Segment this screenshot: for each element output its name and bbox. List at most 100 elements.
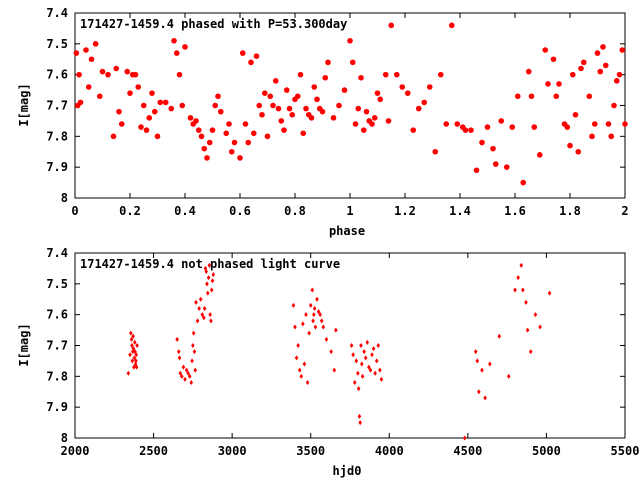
phased-data-point xyxy=(377,96,384,103)
unphased-light-curve-panel: 2000 2500 3000 3500 4000 4500 5000 5500 7.47.57… xyxy=(17,246,639,478)
unphased-data-point xyxy=(128,352,132,358)
phased-data-point xyxy=(300,130,307,137)
phased-data-point xyxy=(231,139,238,146)
phased-data-point xyxy=(608,133,615,140)
phased-data-point xyxy=(410,127,417,133)
phased-data-point xyxy=(622,121,628,127)
phased-data-point xyxy=(105,71,111,78)
phased-y-axis-ticks: 7.4 7.5 7.6 7.7 7.8 7.9 8 xyxy=(46,6,625,205)
phased-data-point xyxy=(382,71,389,78)
phased-data-point xyxy=(325,59,331,66)
unphased-data-point xyxy=(483,395,487,401)
unphased-data-point xyxy=(374,358,379,364)
unphased-data-point xyxy=(362,349,366,355)
unphased-y-axis-label: I[mag] xyxy=(17,323,31,366)
unphased-data-point xyxy=(189,380,194,385)
phased-data-point xyxy=(154,133,161,140)
phased-x-tick-label: 2 xyxy=(621,204,628,218)
unphased-data-point xyxy=(528,349,533,355)
phased-plot-title: 171427-1459.4 phased with P=53.300day xyxy=(80,17,347,31)
phased-data-point xyxy=(92,41,99,47)
unphased-data-point xyxy=(379,376,384,382)
phased-x-tick-label: 0.2 xyxy=(119,204,141,218)
phased-x-tick-label: 1.6 xyxy=(504,204,526,218)
phased-data-point xyxy=(545,81,551,87)
unphased-data-point xyxy=(368,367,373,373)
phased-data-point xyxy=(138,124,144,130)
unphased-y-tick-label: 7.9 xyxy=(46,400,68,414)
phased-data-point xyxy=(597,68,604,75)
phased-data-point xyxy=(509,124,516,130)
phased-data-point xyxy=(283,87,290,93)
unphased-data-point xyxy=(191,343,195,348)
phased-data-point xyxy=(228,148,235,155)
unphased-data-point xyxy=(363,355,368,361)
unphased-data-point xyxy=(371,346,376,352)
unphased-data-point xyxy=(506,373,511,379)
phased-data-point xyxy=(209,127,216,133)
unphased-y-axis-ticks: 7.4 7.5 7.6 7.7 7.8 7.9 8 xyxy=(46,246,625,445)
phased-y-tick-label: 7.5 xyxy=(46,37,68,51)
unphased-data-point xyxy=(356,370,360,376)
phased-data-point xyxy=(140,102,147,109)
phased-data-point xyxy=(514,93,521,100)
unphased-data-point xyxy=(193,367,198,373)
unphased-data-point xyxy=(315,296,319,302)
unphased-x-tick-label: 2500 xyxy=(139,444,168,458)
phased-data-point xyxy=(374,90,381,96)
unphased-data-point xyxy=(365,339,370,345)
unphased-data-point xyxy=(321,324,326,330)
phased-data-point xyxy=(594,50,601,56)
unphased-data-point xyxy=(304,312,308,318)
unphased-data-point xyxy=(332,367,337,373)
phased-light-curve-panel: 0 0.2 0.4 0.6 0.8 1 1.2 1.4 1.6 1.8 2 7.4 7.5 7.6 7.7… xyxy=(17,6,629,238)
phased-data-point xyxy=(352,121,359,127)
unphased-data-point xyxy=(373,370,377,376)
phased-data-point xyxy=(242,121,249,127)
unphased-data-point xyxy=(294,355,299,361)
phased-y-tick-label: 8 xyxy=(61,191,68,205)
unphased-data-point xyxy=(134,364,139,370)
phased-data-point xyxy=(110,133,117,140)
phased-data-point xyxy=(171,37,177,44)
phased-data-point xyxy=(157,99,164,106)
phased-data-point xyxy=(201,145,208,152)
phased-data-point xyxy=(314,96,320,103)
phased-data-point xyxy=(118,121,125,127)
unphased-data-point xyxy=(525,327,530,333)
unphased-data-point xyxy=(128,330,133,336)
phased-data-point xyxy=(264,133,271,140)
unphased-y-tick-label: 7.6 xyxy=(46,308,68,322)
unphased-data-point xyxy=(197,306,201,311)
phased-y-tick-label: 7.8 xyxy=(46,129,68,143)
phased-data-point xyxy=(613,78,620,84)
phased-data-point xyxy=(212,102,219,109)
phased-data-point xyxy=(371,115,378,121)
phased-data-point xyxy=(369,121,375,127)
unphased-data-point xyxy=(208,312,212,318)
phased-data-point xyxy=(575,148,582,155)
phased-data-point xyxy=(589,133,595,140)
unphased-data-point xyxy=(516,275,520,281)
unphased-data-point xyxy=(207,262,212,268)
unphased-data-point xyxy=(318,312,322,318)
unphased-data-point xyxy=(132,364,136,370)
phased-data-point xyxy=(73,50,80,56)
unphased-x-tick-label: 3000 xyxy=(218,444,247,458)
unphased-data-point xyxy=(131,333,135,339)
unphased-x-tick-label: 4500 xyxy=(453,444,482,458)
phased-data-point xyxy=(448,22,455,29)
phased-data-point xyxy=(591,121,598,127)
unphased-data-point xyxy=(126,370,131,376)
unphased-data-point xyxy=(480,367,484,373)
unphased-data-point xyxy=(130,358,135,364)
phased-x-axis-ticks: 0 0.2 0.4 0.6 0.8 1 1.2 1.4 1.6 1.8 2 xyxy=(71,13,629,218)
unphased-data-point xyxy=(349,343,354,348)
phased-data-point xyxy=(99,68,106,75)
unphased-data-point xyxy=(462,435,467,441)
unphased-data-point xyxy=(134,358,138,364)
phased-data-point xyxy=(259,111,265,118)
phased-x-axis-label: phase xyxy=(329,224,365,238)
unphased-data-point xyxy=(334,327,338,333)
phased-data-point xyxy=(564,124,571,130)
